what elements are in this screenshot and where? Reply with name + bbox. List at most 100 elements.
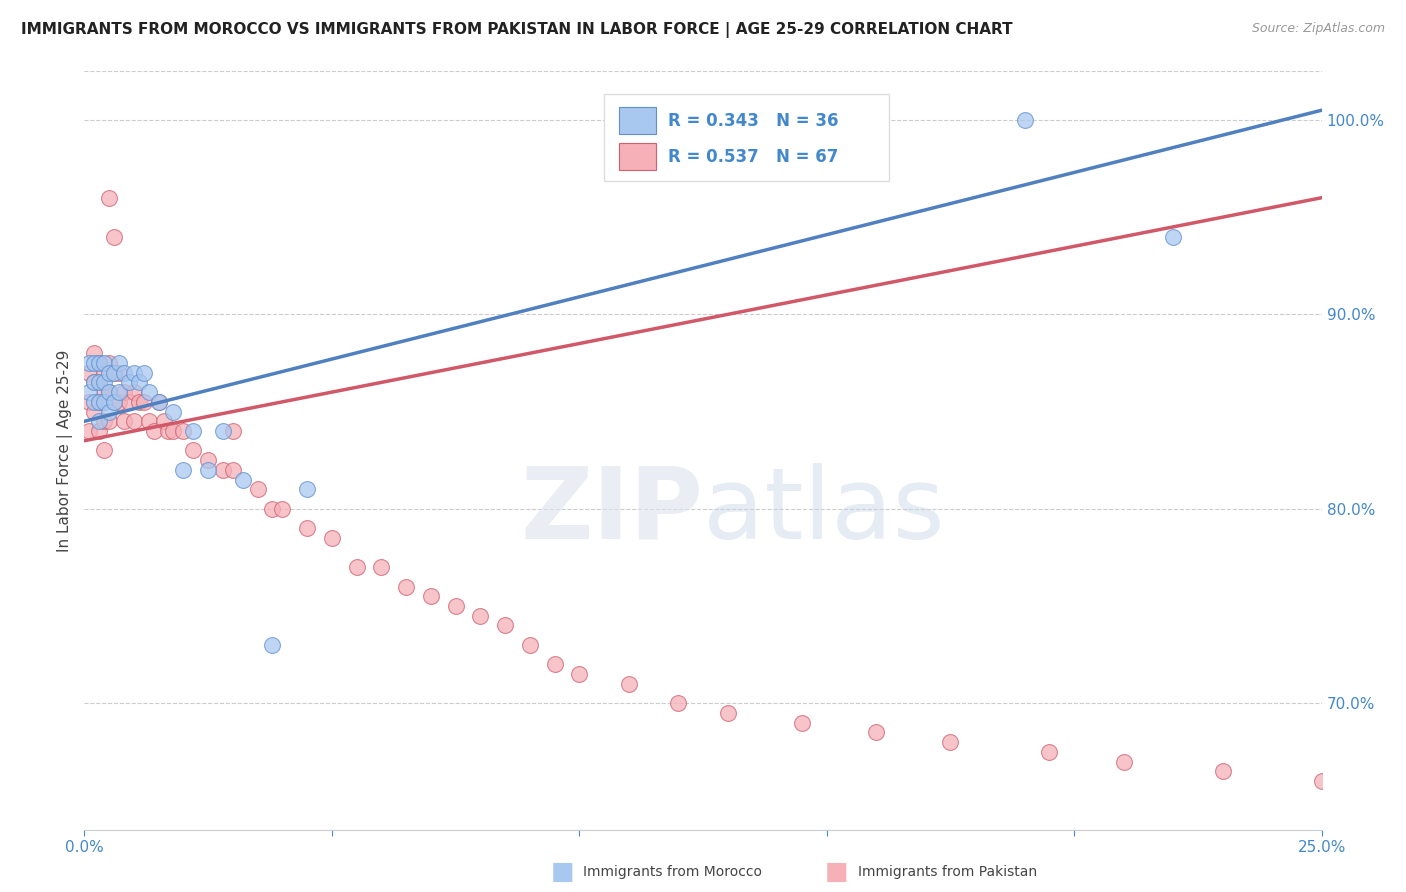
Point	[617, 677, 640, 691]
Point	[93, 414, 115, 428]
Point	[93, 395, 115, 409]
Point	[98, 385, 121, 400]
Point	[103, 366, 125, 380]
Point	[138, 414, 160, 428]
Point	[89, 395, 111, 409]
Point	[98, 414, 121, 428]
Text: ■: ■	[551, 861, 574, 884]
Point	[122, 414, 145, 428]
Point	[346, 560, 368, 574]
Point	[89, 376, 111, 390]
Point	[1014, 112, 1036, 127]
Point	[262, 501, 284, 516]
Point	[152, 414, 174, 428]
Point	[118, 376, 141, 390]
Point	[790, 715, 813, 730]
Point	[271, 501, 294, 516]
Point	[865, 725, 887, 739]
Point	[157, 424, 180, 438]
Point	[122, 366, 145, 380]
Point	[162, 404, 184, 418]
Text: Immigrants from Morocco: Immigrants from Morocco	[583, 865, 762, 880]
Point	[717, 706, 740, 720]
Point	[262, 638, 284, 652]
Point	[79, 356, 101, 370]
Point	[98, 366, 121, 380]
Point	[98, 191, 121, 205]
Point	[295, 521, 318, 535]
Point	[1112, 755, 1135, 769]
Point	[83, 356, 105, 370]
Point	[212, 424, 235, 438]
Point	[79, 424, 101, 438]
Point	[118, 395, 141, 409]
Point	[103, 395, 125, 409]
Text: ZIP: ZIP	[520, 463, 703, 559]
Y-axis label: In Labor Force | Age 25-29: In Labor Force | Age 25-29	[58, 350, 73, 551]
Point	[89, 414, 111, 428]
Point	[162, 424, 184, 438]
Text: Source: ZipAtlas.com: Source: ZipAtlas.com	[1251, 22, 1385, 36]
Point	[128, 395, 150, 409]
Point	[83, 395, 105, 409]
Point	[98, 385, 121, 400]
Point	[89, 395, 111, 409]
Point	[470, 608, 492, 623]
Point	[444, 599, 467, 613]
Point	[939, 735, 962, 749]
Point	[79, 395, 101, 409]
Point	[89, 356, 111, 370]
Point	[321, 531, 343, 545]
Point	[89, 424, 111, 438]
Point	[128, 376, 150, 390]
Point	[83, 376, 105, 390]
Text: ■: ■	[825, 861, 848, 884]
Point	[295, 483, 318, 497]
Point	[197, 463, 219, 477]
Point	[666, 696, 689, 710]
Point	[148, 395, 170, 409]
Point	[172, 463, 194, 477]
Text: R = 0.537   N = 67: R = 0.537 N = 67	[668, 148, 839, 166]
Point	[93, 385, 115, 400]
Point	[568, 667, 591, 681]
Point	[1212, 764, 1234, 779]
Text: atlas: atlas	[703, 463, 945, 559]
Point	[181, 443, 204, 458]
Point	[93, 366, 115, 380]
Point	[395, 580, 418, 594]
Point	[108, 356, 131, 370]
Point	[142, 424, 165, 438]
Point	[132, 395, 155, 409]
Point	[108, 385, 131, 400]
Point	[108, 366, 131, 380]
Point	[93, 356, 115, 370]
Point	[98, 404, 121, 418]
Point	[1161, 229, 1184, 244]
Point	[494, 618, 516, 632]
Point	[93, 376, 115, 390]
Text: IMMIGRANTS FROM MOROCCO VS IMMIGRANTS FROM PAKISTAN IN LABOR FORCE | AGE 25-29 C: IMMIGRANTS FROM MOROCCO VS IMMIGRANTS FR…	[21, 22, 1012, 38]
Point	[79, 385, 101, 400]
Point	[83, 376, 105, 390]
Point	[93, 443, 115, 458]
Point	[212, 463, 235, 477]
Point	[112, 366, 135, 380]
Point	[148, 395, 170, 409]
Point	[83, 346, 105, 360]
Point	[1310, 774, 1333, 789]
Point	[232, 473, 254, 487]
Text: R = 0.343   N = 36: R = 0.343 N = 36	[668, 112, 839, 129]
Point	[98, 356, 121, 370]
FancyBboxPatch shape	[605, 95, 889, 181]
Point	[222, 424, 245, 438]
Point	[1038, 745, 1060, 759]
Point	[222, 463, 245, 477]
Point	[172, 424, 194, 438]
Point	[181, 424, 204, 438]
Point	[122, 385, 145, 400]
Point	[89, 356, 111, 370]
Point	[89, 376, 111, 390]
FancyBboxPatch shape	[619, 144, 657, 170]
Point	[138, 385, 160, 400]
